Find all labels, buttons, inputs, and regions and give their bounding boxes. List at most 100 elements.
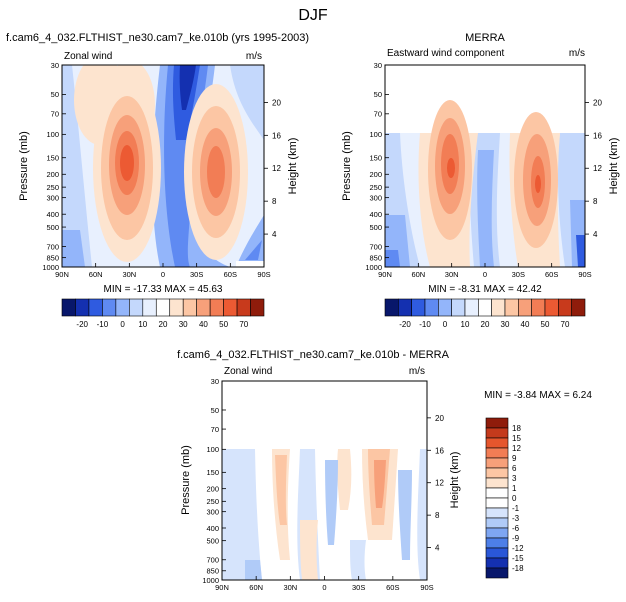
colorbar-cell [485,427,509,439]
colorbar-cell [250,298,265,317]
pressure-tick-label: 150 [46,154,59,163]
colorbar-cell [102,298,117,317]
pressure-tick-label: 70 [374,110,382,119]
pressure-tick-label: 400 [46,210,59,219]
panel-obs-title: MERRA [465,32,505,44]
colorbar-cell [398,298,412,317]
colorbar-label: 30 [179,320,188,329]
colorbar-cell [485,467,509,479]
colorbar-label: 18 [512,424,521,433]
pressure-tick-label: 850 [369,253,382,262]
latitude-tick-label: 90N [55,270,69,279]
pressure-tick-label: 700 [46,242,59,251]
panel-diff-stats: MIN = -3.84 MAX = 6.24 [484,390,592,401]
colorbar-label: -1 [512,504,520,513]
height-tick-label: 8 [272,197,277,206]
colorbar-cell [438,298,452,317]
colorbar-cell [504,298,519,317]
pressure-tick-label: 500 [46,223,59,232]
colorbar-label: 15 [512,434,521,443]
latitude-tick-label: 90N [215,583,229,592]
latitude-tick-label: 30S [352,583,365,592]
colorbar-label: 20 [159,320,168,329]
colorbar-cell [464,298,479,317]
colorbar-cell [182,298,197,317]
colorbar-label: 0 [120,320,125,329]
panel-obs-stats: MIN = -8.31 MAX = 42.42 [428,284,542,295]
panel-model-title: f.cam6_4_032.FLTHIST_ne30.cam7_ke.010b (… [6,32,309,44]
colorbar-cell [155,298,171,317]
colorbar-cell [236,298,251,317]
panel-model-field-label: Zonal wind [64,51,112,62]
pressure-tick-label: 700 [369,242,382,251]
pressure-tick-label: 50 [51,90,59,99]
pressure-tick-label: 200 [206,484,219,493]
height-tick-label: 12 [593,164,602,173]
latitude-tick-label: 90S [257,270,270,279]
colorbar-label: 40 [521,320,530,329]
panel-obs-ylabel: Pressure (mb) [341,131,353,201]
colorbar-cell [491,298,506,317]
colorbar-label: 12 [512,444,521,453]
pressure-tick-label: 30 [211,377,219,386]
colorbar-label: 1 [512,484,517,493]
colorbar-label: 70 [239,320,248,329]
colorbar-cell [485,457,509,469]
pressure-tick-label: 250 [206,497,219,506]
pressure-tick-label: 150 [369,154,382,163]
height-tick-label: 12 [435,479,444,488]
colorbar-cell [571,298,586,317]
panel-model-y2label: Height (km) [287,138,299,195]
pressure-tick-label: 300 [46,193,59,202]
colorbar-label: 9 [512,454,517,463]
colorbar-label: 6 [512,464,517,473]
height-tick-label: 4 [593,230,598,239]
pressure-tick-label: 200 [369,170,382,179]
panel-diff-field [222,381,427,580]
colorbar-cell [485,417,509,429]
height-tick-label: 20 [435,414,444,423]
colorbar-cell [518,298,532,317]
panel-obs-y2label: Height (km) [608,138,620,195]
panel-obs-field [385,65,585,267]
colorbar-label: 70 [561,320,570,329]
height-tick-label: 4 [272,230,277,239]
pressure-tick-label: 850 [206,567,219,576]
colorbar-label: -12 [512,544,524,553]
latitude-tick-label: 90S [578,270,591,279]
pressure-tick-label: 700 [206,556,219,565]
pressure-tick-label: 50 [374,90,382,99]
colorbar-cell [61,298,76,317]
panel-diff-field-label: Zonal wind [224,366,272,377]
figure-title: DJF [298,7,328,24]
pressure-tick-label: 30 [51,61,59,70]
height-tick-label: 12 [272,164,281,173]
colorbar-label: 30 [501,320,510,329]
latitude-tick-label: 60S [224,270,237,279]
colorbar-cell [485,567,509,579]
colorbar-cell [75,298,90,317]
height-tick-label: 20 [593,98,602,107]
panel-diff-ylabel: Pressure (mb) [180,445,192,515]
colorbar-label: -10 [419,320,431,329]
colorbar-cell [485,487,509,499]
colorbar-label: 0 [443,320,448,329]
height-tick-label: 20 [272,98,281,107]
colorbar-label: 3 [512,474,517,483]
colorbar-label: -9 [512,534,520,543]
colorbar-cell [485,517,509,529]
pressure-tick-label: 850 [46,253,59,262]
pressure-tick-label: 50 [211,406,219,415]
latitude-tick-label: 30S [512,270,525,279]
height-tick-label: 8 [593,197,598,206]
colorbar-model: -20 -10 0 10 20 30 40 50 70 [61,298,265,329]
pressure-tick-label: 150 [206,468,219,477]
latitude-tick-label: 90N [378,270,392,279]
panel-model-units: m/s [246,51,262,62]
colorbar-label: 10 [461,320,470,329]
colorbar-cell [485,537,509,549]
